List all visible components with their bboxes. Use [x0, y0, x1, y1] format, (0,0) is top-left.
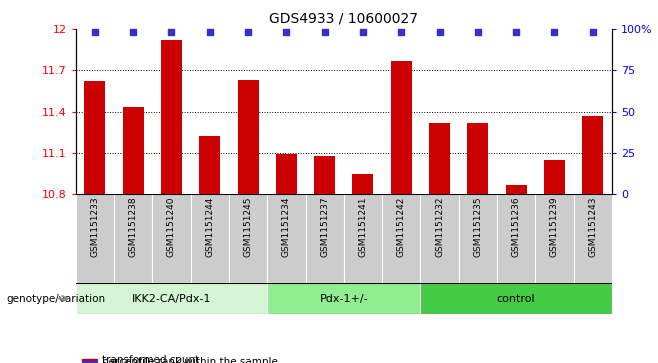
Text: GSM1151240: GSM1151240: [167, 197, 176, 257]
Point: [358, 29, 368, 35]
Point: [472, 29, 483, 35]
Text: GSM1151242: GSM1151242: [397, 197, 406, 257]
Bar: [353, 174, 374, 194]
Bar: [267, 283, 420, 314]
Bar: [536, 194, 574, 283]
Point: [205, 29, 215, 35]
Text: GSM1151244: GSM1151244: [205, 197, 215, 257]
Bar: [76, 283, 267, 314]
Bar: [467, 123, 488, 194]
Bar: [191, 194, 229, 283]
Text: control: control: [497, 294, 536, 303]
Bar: [122, 107, 143, 194]
Bar: [382, 194, 420, 283]
Text: GSM1151233: GSM1151233: [90, 197, 99, 257]
Text: GSM1151243: GSM1151243: [588, 197, 597, 257]
Bar: [305, 194, 343, 283]
Text: IKK2-CA/Pdx-1: IKK2-CA/Pdx-1: [132, 294, 211, 303]
Text: genotype/variation: genotype/variation: [7, 294, 106, 303]
Bar: [267, 194, 305, 283]
Bar: [161, 40, 182, 194]
Point: [549, 29, 560, 35]
Bar: [82, 359, 97, 360]
Bar: [429, 123, 450, 194]
Bar: [114, 194, 152, 283]
Text: GSM1151241: GSM1151241: [359, 197, 367, 257]
Bar: [459, 194, 497, 283]
Point: [588, 29, 598, 35]
Point: [319, 29, 330, 35]
Point: [434, 29, 445, 35]
Text: GSM1151238: GSM1151238: [128, 197, 138, 257]
Bar: [420, 194, 459, 283]
Bar: [582, 116, 603, 194]
Text: GSM1151239: GSM1151239: [550, 197, 559, 257]
Text: GSM1151236: GSM1151236: [512, 197, 520, 257]
Bar: [84, 81, 105, 194]
Bar: [76, 194, 114, 283]
Text: GSM1151245: GSM1151245: [243, 197, 253, 257]
Title: GDS4933 / 10600027: GDS4933 / 10600027: [269, 11, 418, 25]
Bar: [199, 136, 220, 194]
Point: [396, 29, 407, 35]
Bar: [391, 61, 412, 194]
Bar: [238, 80, 259, 194]
Text: Pdx-1+/-: Pdx-1+/-: [320, 294, 368, 303]
Bar: [343, 194, 382, 283]
Text: transformed count: transformed count: [102, 355, 199, 363]
Point: [166, 29, 177, 35]
Bar: [420, 283, 612, 314]
Point: [128, 29, 138, 35]
Text: percentile rank within the sample: percentile rank within the sample: [102, 357, 278, 363]
Bar: [276, 154, 297, 194]
Point: [243, 29, 253, 35]
Text: GSM1151234: GSM1151234: [282, 197, 291, 257]
Bar: [152, 194, 191, 283]
Bar: [505, 184, 526, 194]
Bar: [574, 194, 612, 283]
Bar: [544, 160, 565, 194]
Point: [511, 29, 521, 35]
Text: GSM1151232: GSM1151232: [435, 197, 444, 257]
Bar: [497, 194, 536, 283]
Bar: [314, 156, 335, 194]
Text: GSM1151235: GSM1151235: [473, 197, 482, 257]
Text: GSM1151237: GSM1151237: [320, 197, 329, 257]
Point: [281, 29, 291, 35]
Bar: [229, 194, 267, 283]
Point: [89, 29, 100, 35]
